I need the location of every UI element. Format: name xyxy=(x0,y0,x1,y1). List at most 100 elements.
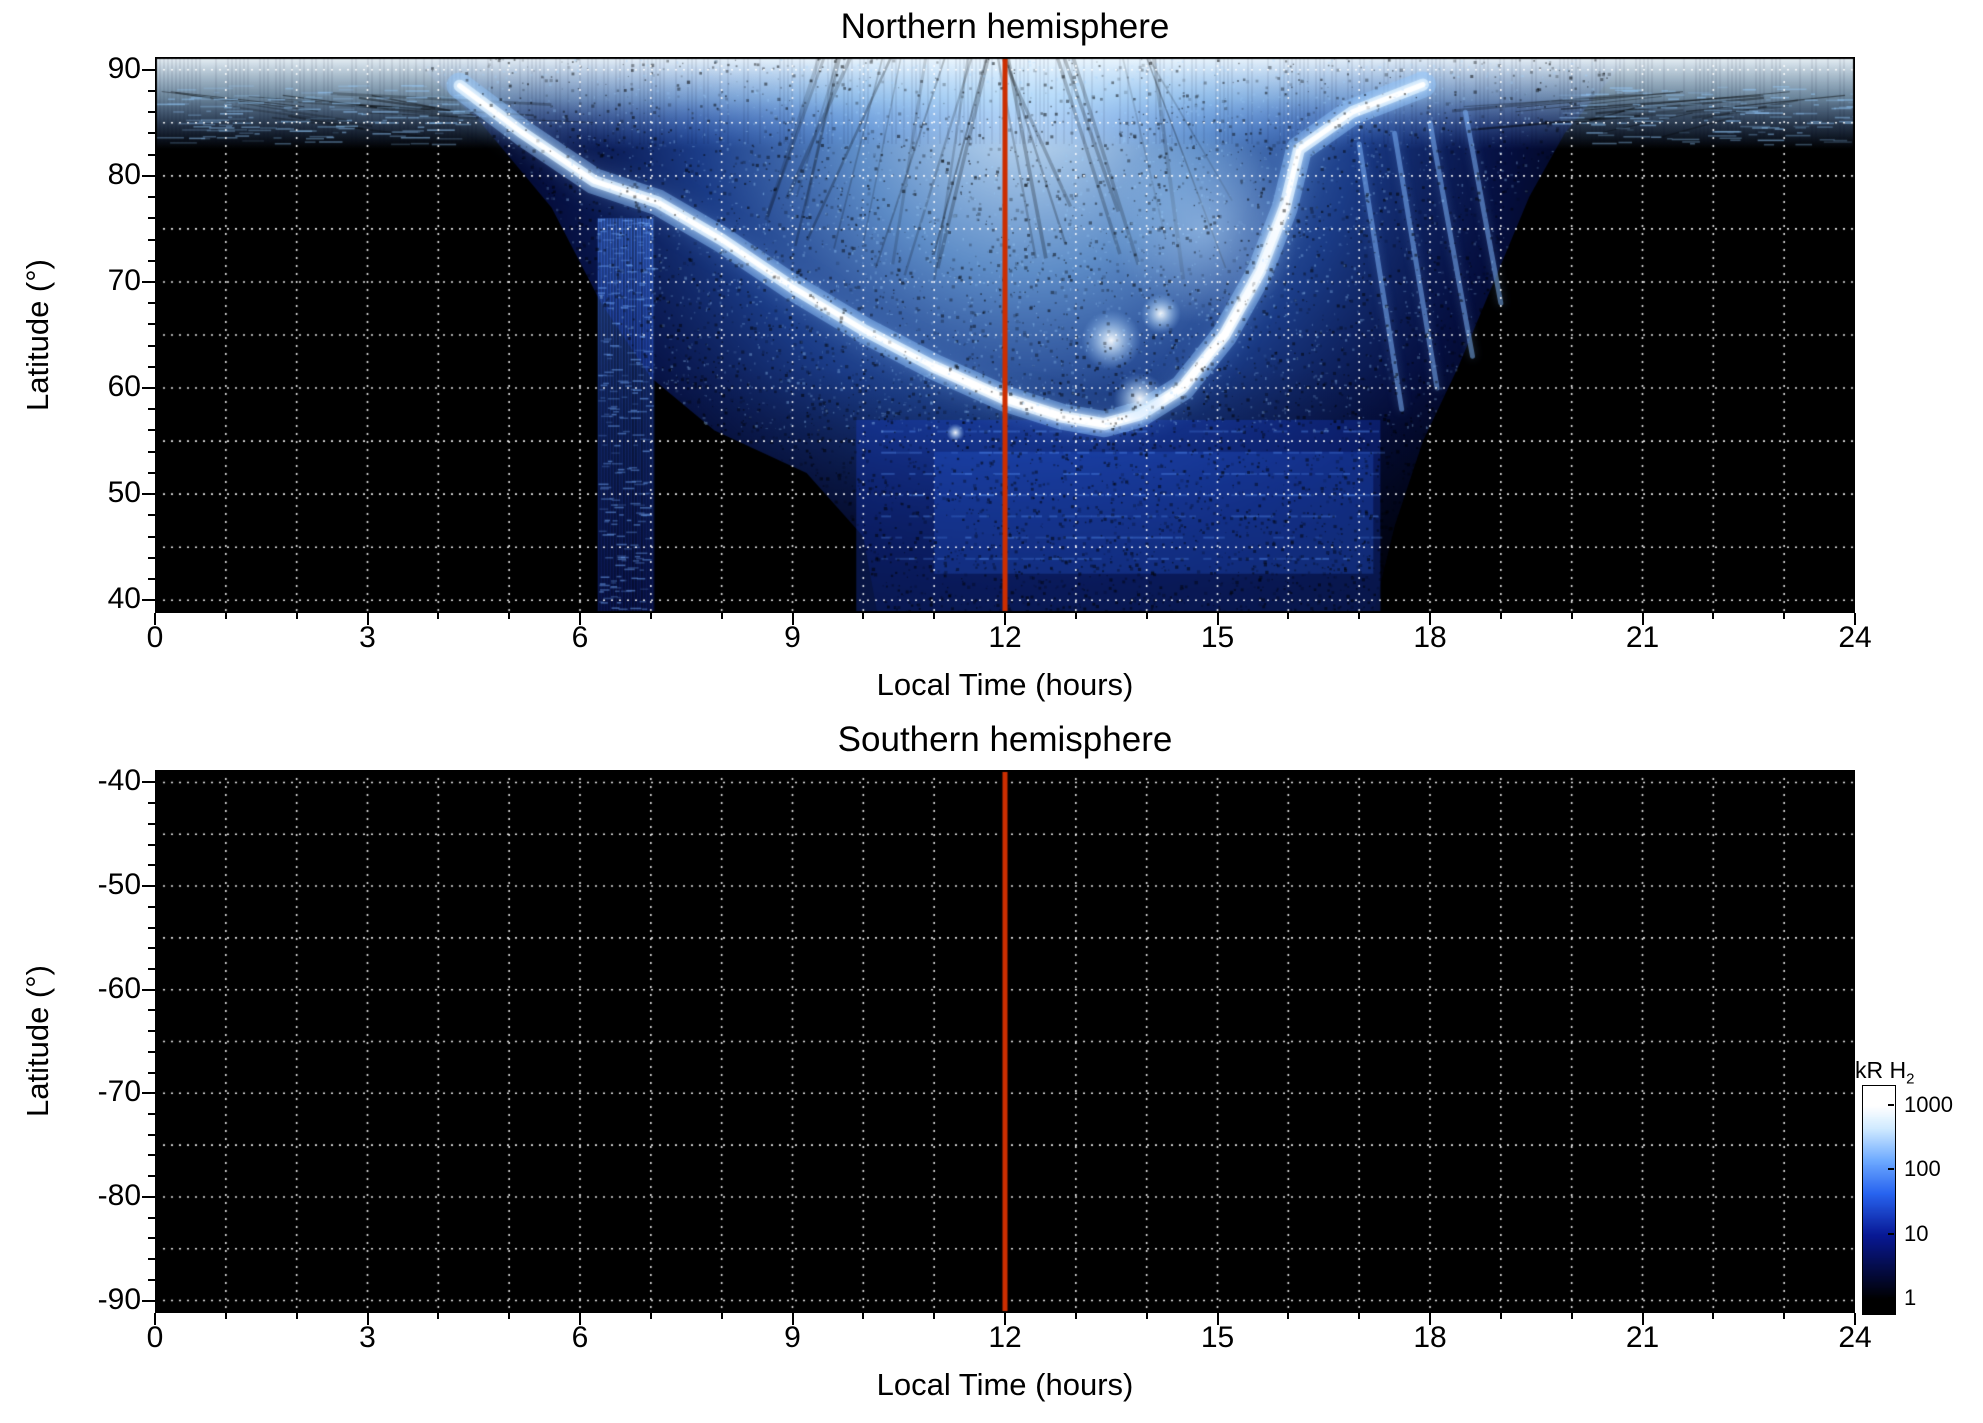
x-tick-label: 12 xyxy=(960,1321,1050,1355)
x-tick-mark xyxy=(367,613,369,625)
y-tick-label: -90 xyxy=(0,1283,141,1317)
x-minor-tick-mark xyxy=(721,1313,723,1319)
x-tick-label: 24 xyxy=(1810,1321,1900,1355)
x-minor-tick-mark xyxy=(1146,1313,1148,1319)
x-minor-tick-mark xyxy=(1571,1313,1573,1319)
x-minor-tick-mark xyxy=(1783,613,1785,619)
south-heatmap-plot xyxy=(155,770,1855,1313)
y-minor-tick-mark xyxy=(148,1217,155,1219)
y-minor-tick-mark xyxy=(148,90,155,92)
x-minor-tick-mark xyxy=(933,613,935,619)
y-minor-tick-mark xyxy=(148,514,155,516)
y-minor-tick-mark xyxy=(148,260,155,262)
y-tick-mark xyxy=(142,69,155,71)
x-minor-tick-mark xyxy=(1287,613,1289,619)
x-tick-mark xyxy=(1642,613,1644,625)
x-tick-mark xyxy=(1217,1313,1219,1325)
x-minor-tick-mark xyxy=(296,613,298,619)
y-tick-mark xyxy=(142,989,155,991)
x-tick-mark xyxy=(367,1313,369,1325)
colorbar-gradient xyxy=(1862,1085,1896,1315)
x-minor-tick-mark xyxy=(1571,613,1573,619)
x-minor-tick-mark xyxy=(933,1313,935,1319)
y-minor-tick-mark xyxy=(148,927,155,929)
x-tick-label: 15 xyxy=(1173,1321,1263,1355)
x-minor-tick-mark xyxy=(1287,1313,1289,1319)
y-tick-label: -60 xyxy=(0,972,141,1006)
y-minor-tick-mark xyxy=(148,217,155,219)
x-tick-mark xyxy=(1429,613,1431,625)
north-x-axis-label: Local Time (hours) xyxy=(155,667,1855,703)
y-minor-tick-mark xyxy=(148,1237,155,1239)
y-minor-tick-mark xyxy=(148,132,155,134)
y-tick-label: -80 xyxy=(0,1179,141,1213)
y-tick-mark xyxy=(142,1092,155,1094)
y-tick-mark xyxy=(142,1196,155,1198)
y-minor-tick-mark xyxy=(148,1258,155,1260)
y-minor-tick-mark xyxy=(148,366,155,368)
y-minor-tick-mark xyxy=(148,1154,155,1156)
x-tick-mark xyxy=(154,1313,156,1325)
y-tick-mark xyxy=(142,281,155,283)
x-minor-tick-mark xyxy=(1075,613,1077,619)
x-minor-tick-mark xyxy=(1358,613,1360,619)
y-tick-mark xyxy=(142,781,155,783)
y-tick-mark xyxy=(142,387,155,389)
colorbar-tick-label: 1 xyxy=(1904,1285,1916,1311)
x-tick-label: 3 xyxy=(323,1321,413,1355)
south-x-axis-label: Local Time (hours) xyxy=(155,1367,1855,1403)
x-tick-label: 3 xyxy=(323,621,413,655)
x-minor-tick-mark xyxy=(437,1313,439,1319)
y-minor-tick-mark xyxy=(148,536,155,538)
x-minor-tick-mark xyxy=(1783,1313,1785,1319)
y-minor-tick-mark xyxy=(148,345,155,347)
x-minor-tick-mark xyxy=(225,613,227,619)
x-minor-tick-mark xyxy=(862,613,864,619)
y-tick-label: 60 xyxy=(0,370,141,404)
y-minor-tick-mark xyxy=(148,408,155,410)
x-tick-label: 21 xyxy=(1598,1321,1688,1355)
y-minor-tick-mark xyxy=(148,864,155,866)
x-tick-mark xyxy=(792,613,794,625)
y-minor-tick-mark xyxy=(148,302,155,304)
y-minor-tick-mark xyxy=(148,578,155,580)
colorbar-tick-mark xyxy=(1888,1233,1894,1235)
colorbar-tick-mark xyxy=(1888,1168,1894,1170)
x-tick-mark xyxy=(1004,613,1006,625)
x-tick-mark xyxy=(579,613,581,625)
x-minor-tick-mark xyxy=(1146,613,1148,619)
y-tick-label: 50 xyxy=(0,476,141,510)
x-minor-tick-mark xyxy=(1712,1313,1714,1319)
x-tick-mark xyxy=(1217,613,1219,625)
y-minor-tick-mark xyxy=(148,1009,155,1011)
y-minor-tick-mark xyxy=(148,451,155,453)
x-tick-label: 0 xyxy=(110,621,200,655)
y-minor-tick-mark xyxy=(148,196,155,198)
y-minor-tick-mark xyxy=(148,968,155,970)
x-tick-mark xyxy=(1642,1313,1644,1325)
south-panel-title: Southern hemisphere xyxy=(155,720,1855,760)
x-tick-label: 24 xyxy=(1810,621,1900,655)
y-minor-tick-mark xyxy=(148,844,155,846)
y-minor-tick-mark xyxy=(148,1051,155,1053)
y-minor-tick-mark xyxy=(148,154,155,156)
colorbar-label: kR H2 xyxy=(1855,1057,1914,1088)
x-minor-tick-mark xyxy=(508,613,510,619)
y-minor-tick-mark xyxy=(148,1113,155,1115)
colorbar-label-text: kR H xyxy=(1855,1057,1906,1083)
y-minor-tick-mark xyxy=(148,947,155,949)
aurora-local-time-figure: Northern hemisphere Latitude (°) Local T… xyxy=(0,0,1983,1423)
y-tick-label: -40 xyxy=(0,764,141,798)
x-tick-label: 21 xyxy=(1598,621,1688,655)
x-minor-tick-mark xyxy=(650,613,652,619)
x-tick-label: 15 xyxy=(1173,621,1263,655)
y-minor-tick-mark xyxy=(148,239,155,241)
x-tick-label: 18 xyxy=(1385,621,1475,655)
y-minor-tick-mark xyxy=(148,1072,155,1074)
y-minor-tick-mark xyxy=(148,1030,155,1032)
y-minor-tick-mark xyxy=(148,472,155,474)
y-tick-mark xyxy=(142,175,155,177)
y-minor-tick-mark xyxy=(148,1175,155,1177)
y-minor-tick-mark xyxy=(148,111,155,113)
x-minor-tick-mark xyxy=(1358,1313,1360,1319)
